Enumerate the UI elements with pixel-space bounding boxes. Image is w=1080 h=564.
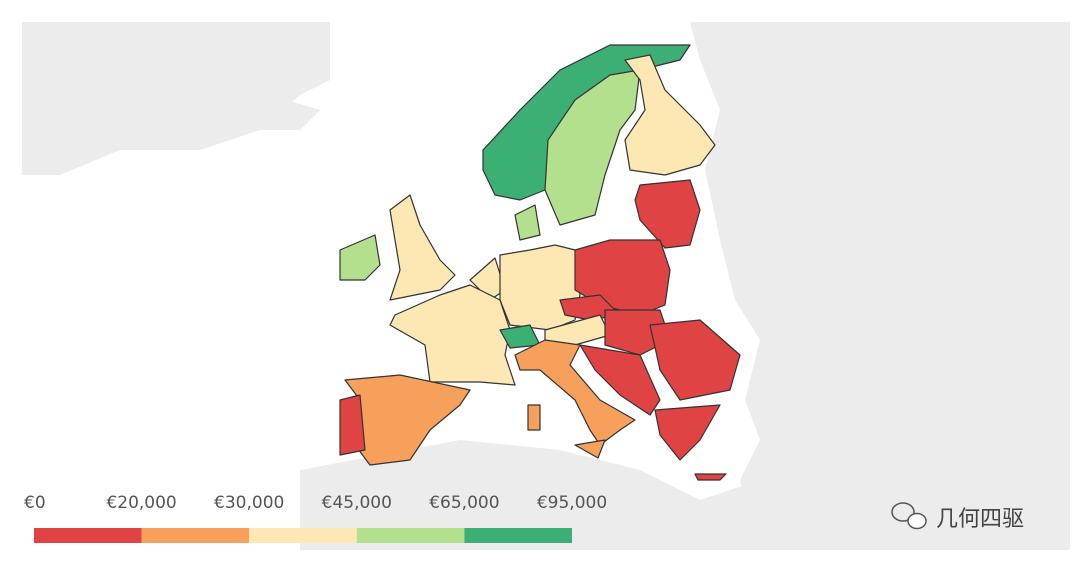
legend-label: €65,000 xyxy=(429,493,499,513)
legend-label: €20,000 xyxy=(106,493,176,513)
baltics xyxy=(634,179,701,249)
finland xyxy=(624,54,716,176)
legend-label: €45,000 xyxy=(322,493,392,513)
legend-swatch xyxy=(464,528,572,543)
portugal xyxy=(339,394,366,456)
france xyxy=(389,284,516,386)
uk xyxy=(389,194,456,301)
legend-label: €95,000 xyxy=(537,493,607,513)
sweden xyxy=(544,69,641,226)
sardinia xyxy=(527,404,541,431)
legend-swatch xyxy=(34,528,142,543)
romania-bulgaria xyxy=(649,319,741,401)
germany xyxy=(499,244,581,331)
background-land xyxy=(22,22,1070,550)
watermark-text: 几何四驱 xyxy=(936,507,1024,532)
sicily xyxy=(574,439,606,459)
wechat-icon xyxy=(891,502,915,522)
legend: €0 €20,000 €30,000 €45,000 €65,000 €95,000 xyxy=(24,493,607,543)
crete xyxy=(694,473,727,481)
legend-label: €30,000 xyxy=(214,493,284,513)
legend-swatch xyxy=(356,528,465,543)
legend-label: €0 xyxy=(24,493,46,513)
watermark: 几何四驱 xyxy=(891,502,1024,532)
legend-swatch xyxy=(249,528,357,543)
italy xyxy=(514,339,636,446)
balkans xyxy=(579,344,661,416)
denmark xyxy=(514,204,541,241)
ireland xyxy=(339,234,381,281)
greece xyxy=(654,404,721,461)
wechat-icon xyxy=(907,512,927,530)
countries xyxy=(339,44,741,481)
legend-swatch xyxy=(141,528,250,543)
